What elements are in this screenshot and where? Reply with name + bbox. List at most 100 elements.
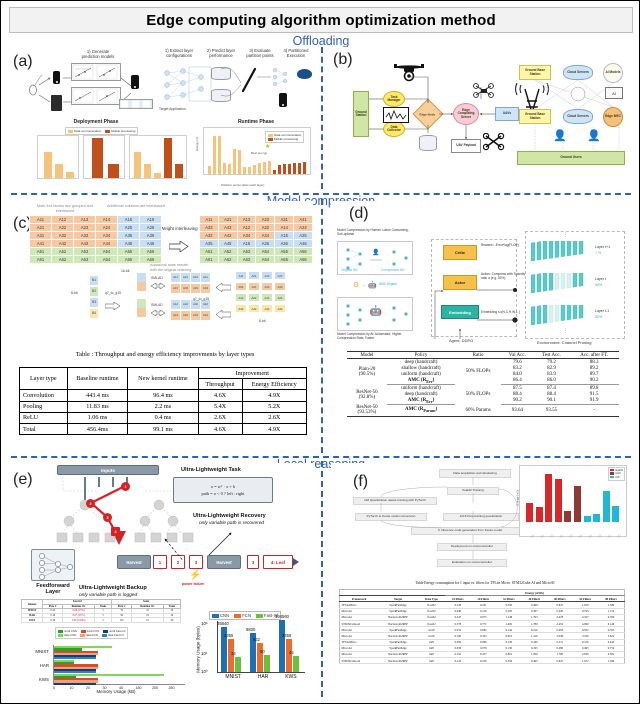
label-compressed-nn: Compressed NN bbox=[381, 268, 405, 272]
node-critic: Critic bbox=[443, 245, 477, 260]
table-cell-policy: uniform (handcraft) bbox=[401, 385, 441, 391]
simd-out-cell: A21 bbox=[248, 271, 260, 280]
simd-out-cell: A23 bbox=[274, 271, 286, 280]
table-cell: int8 bbox=[417, 657, 446, 665]
table-cell: 91.9 bbox=[569, 397, 619, 405]
matrix-cell: A51 bbox=[29, 247, 52, 256]
table-cell: ReLU bbox=[19, 411, 68, 424]
bar bbox=[54, 660, 74, 663]
flow-node-4: int16 Post-training quantization bbox=[443, 513, 519, 521]
table-cell-model: ResNet-50 (93.53%) bbox=[347, 404, 387, 417]
bar bbox=[54, 676, 76, 679]
table-cell: 0.031 bbox=[445, 626, 471, 634]
table-cell: Total bbox=[19, 422, 68, 436]
matrix-cell: A43 bbox=[73, 239, 96, 248]
table-cell: - bbox=[569, 404, 619, 417]
table-cell: 443.4 ms bbox=[66, 389, 129, 402]
table-row: MicroAI SparkFunEdge int8 0.030 0.076 0.130 0.… bbox=[339, 645, 625, 652]
table-cell: 93.55 bbox=[533, 404, 570, 417]
bar-value-label: 194560 bbox=[275, 614, 289, 620]
simd-out-cell: A12 bbox=[235, 293, 247, 302]
table-cell: 0.280 bbox=[547, 645, 573, 652]
simd-cell: A43 bbox=[201, 284, 210, 293]
axis-tick: ╱╱ bbox=[531, 535, 535, 538]
table-header: 64 Filters bbox=[572, 595, 599, 603]
table-cell: Pooling bbox=[19, 400, 68, 413]
table-cell: 0.247 bbox=[445, 614, 471, 621]
bar bbox=[164, 138, 172, 178]
best-energy-star: ★ bbox=[265, 144, 271, 150]
table-cell-ratio: 50% FLOPs bbox=[465, 392, 491, 397]
bar bbox=[55, 164, 63, 178]
matrix-cell: A56 bbox=[293, 247, 313, 256]
matrix-cell: A63 bbox=[73, 255, 96, 264]
axis-tick: 10¹ bbox=[201, 651, 208, 656]
table-cell: 0.231 bbox=[547, 639, 573, 646]
simd-cell: A34 bbox=[191, 311, 200, 320]
bytes-ylabel: Memory Usage (bytes) bbox=[195, 626, 201, 673]
caption-ai-compression: Model Compression by AI: Automated, High… bbox=[337, 332, 402, 340]
table-header: Ratio bbox=[472, 352, 484, 358]
panel-a-step-4: 4) Partitioned Execution bbox=[283, 48, 309, 59]
axis-tick: ╱╱ bbox=[607, 535, 611, 538]
table-cell: 6.700 bbox=[598, 614, 625, 621]
table-cell: 1.072 bbox=[572, 657, 599, 665]
table-cell-model: Plain-20 (90.5%) bbox=[358, 366, 376, 377]
matrix-cell: A13 bbox=[73, 215, 96, 224]
table-header: Acc. after FT. bbox=[580, 352, 608, 358]
ultra-lightweight-recovery-sub: only variable path is recovered bbox=[199, 521, 265, 526]
label-original-nn: Original NN bbox=[341, 268, 358, 272]
table-cell: 5 bbox=[94, 617, 113, 623]
matrix-cell: A11 bbox=[199, 215, 219, 224]
matrix-cell: A23 bbox=[73, 223, 96, 232]
env-dots-bottom: ⋮ bbox=[563, 328, 568, 334]
bar bbox=[221, 627, 227, 672]
hbar-cat-har: HAR bbox=[39, 663, 49, 668]
table-cell: 4.060 bbox=[572, 620, 599, 628]
tree-node-3: 3 bbox=[103, 513, 112, 522]
matrix-cell: A54 bbox=[95, 247, 118, 256]
tree-node-1: 1 bbox=[121, 482, 130, 491]
simd-cell: A41 bbox=[201, 273, 210, 282]
table-header: 20 Filters bbox=[470, 595, 497, 603]
simd-out-cell: A44 bbox=[274, 304, 286, 313]
simd-out-cell: A34 bbox=[261, 304, 273, 313]
matrix-row: A11 A12 A13 A14 A15 A16 bbox=[29, 215, 162, 224]
simd-out-cell: A24 bbox=[274, 293, 286, 302]
table-cell: 0.130 bbox=[496, 645, 522, 652]
user-icon-2: 👤 bbox=[587, 130, 601, 142]
table-cell: SparkFunEdge bbox=[378, 608, 418, 615]
timeline-task-3: 3 bbox=[189, 555, 203, 569]
caption-human-compression: Model Compression by Human: Labor Consum… bbox=[337, 228, 409, 236]
label-action: Action: Compress with Sparsity ratio a (… bbox=[481, 272, 526, 280]
bar bbox=[54, 673, 164, 676]
ratio-layer-t-minus-1: 30% bbox=[595, 315, 603, 319]
section-label-offloading: Offloading bbox=[292, 34, 350, 48]
ultra-lightweight-task-box: o = wᵀ · x + b path = o < 0 ? left : rig… bbox=[173, 477, 273, 503]
table-cell: 0.333 bbox=[470, 632, 497, 640]
amc-engine-row: ⚙ → 🤖 AMC Engine bbox=[353, 282, 397, 289]
table-cell: 88.4 bbox=[513, 391, 522, 397]
label-layer-t-minus-1: Layer t-1 bbox=[595, 309, 610, 313]
matrix-cell: A13 bbox=[236, 215, 257, 224]
matrix-cell: A45 bbox=[117, 239, 140, 248]
phone-icon-a2 bbox=[131, 75, 139, 89]
table-header: 16 Filters bbox=[445, 595, 471, 603]
axis-tick: MNIST bbox=[225, 674, 241, 680]
tree-node-4: 4 bbox=[111, 527, 120, 536]
table-cell: 0.130 bbox=[496, 639, 522, 646]
bar bbox=[54, 666, 98, 669]
panel-d-agent-arrows bbox=[434, 288, 518, 339]
matrix-cell: A61 bbox=[29, 255, 52, 264]
server-icon-a bbox=[51, 95, 62, 111]
table-cell-ratio: 60% Params bbox=[455, 404, 501, 417]
matrix-cell: A26 bbox=[255, 239, 276, 248]
table-cell-ratio: 50% FLOPs bbox=[465, 369, 491, 375]
axis-tick: 200 bbox=[152, 686, 158, 690]
panel-d: (d) Model Compression by Human: Labor Co… bbox=[331, 201, 631, 453]
panel-c-label: (c) bbox=[13, 215, 32, 232]
table-cell: 11.83 ms bbox=[66, 400, 129, 413]
bar bbox=[175, 164, 183, 178]
box-ai-compression: 🤖 bbox=[337, 297, 413, 331]
